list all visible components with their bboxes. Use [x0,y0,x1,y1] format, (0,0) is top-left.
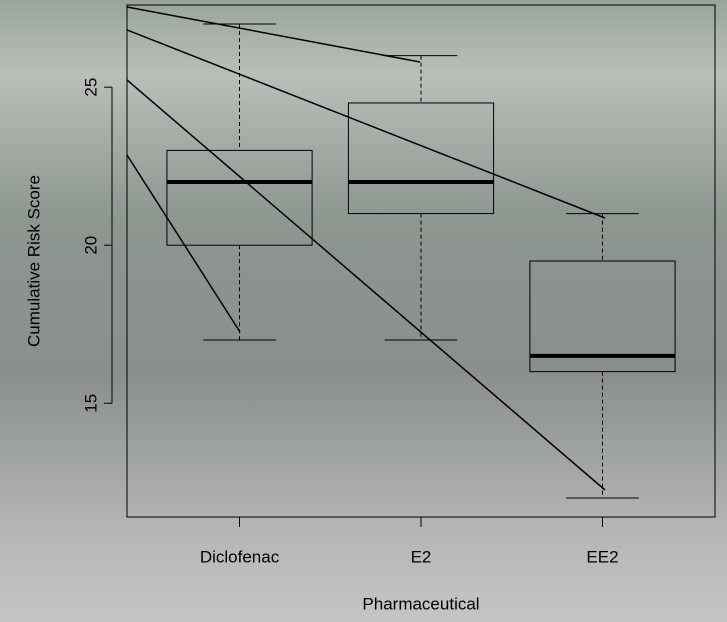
x-tick-label: E2 [411,547,432,566]
background [0,0,727,622]
y-tick-label: 20 [81,236,100,255]
y-tick-label: 15 [81,394,100,413]
y-tick-label: 25 [81,78,100,97]
x-tick-label: Diclofenac [200,547,280,566]
x-axis-title: Pharmaceutical [362,594,479,613]
y-axis-title: Cumulative Risk Score [24,175,43,347]
chart: Pharmaceutical Cumulative Risk Score 15 2… [0,0,727,622]
x-tick-label: EE2 [586,547,618,566]
